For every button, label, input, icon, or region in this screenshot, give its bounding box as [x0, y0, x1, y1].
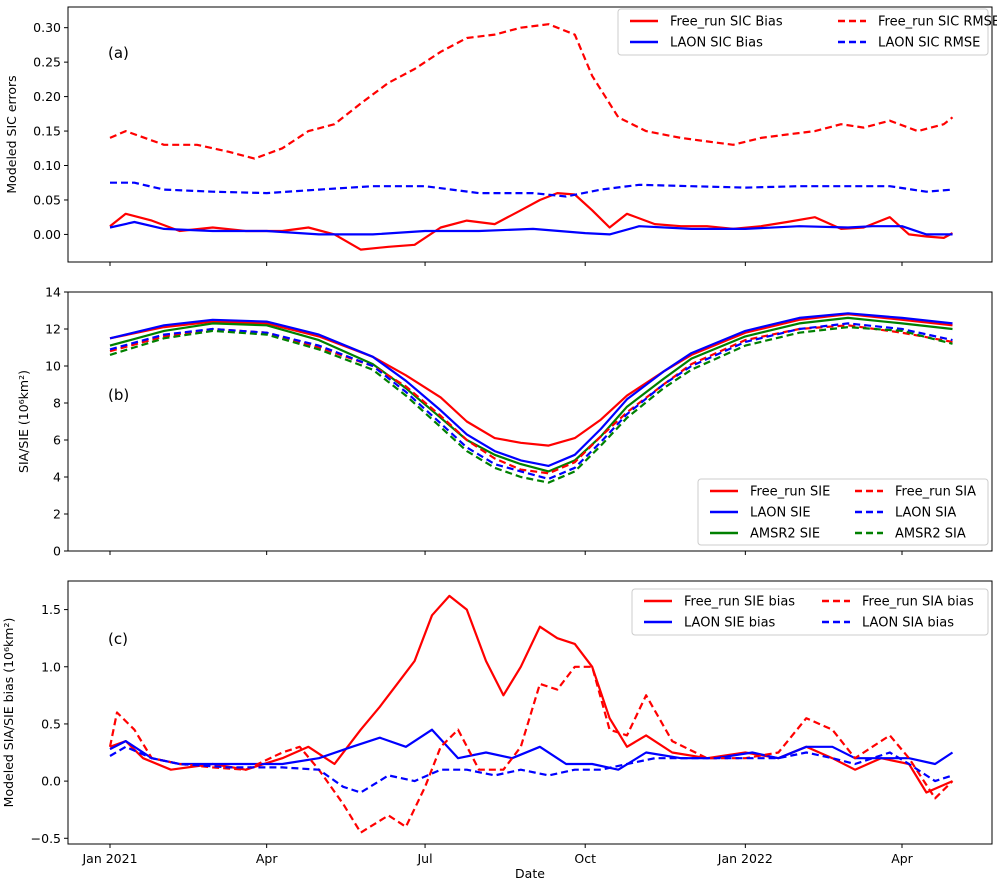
series-line-laon-sia-bias — [109, 745, 953, 794]
y-tick-label: 8 — [53, 396, 61, 411]
legend: Free_run SIE bias LAON SIE bias Free_run S… — [631, 588, 989, 636]
legend-entry: LAON SIE bias — [684, 616, 776, 631]
series-line-laon-sic-rmse — [110, 181, 953, 198]
panel-label: (a) — [108, 44, 129, 62]
series-group — [108, 594, 954, 834]
legend-entry: Free_run SIC Bias — [670, 15, 783, 30]
legend-entry: LAON SIA — [895, 506, 956, 521]
y-tick-label: 1.5 — [41, 602, 61, 617]
y-tick-label: 0.0 — [41, 774, 61, 789]
legend-entry: Free_run SIC RMSE — [878, 15, 997, 30]
series-line-free-run-sic-rmse — [109, 23, 954, 160]
legend-entry: LAON SIA bias — [862, 616, 954, 631]
y-axis-label: Modeled SIC errors — [4, 75, 19, 193]
series-line-free-run-sic-bias — [109, 192, 954, 251]
x-tick-label: Jan 2022 — [717, 851, 773, 866]
y-tick-label: 10 — [45, 359, 61, 374]
y-tick-label: 12 — [45, 322, 61, 337]
legend-entry: Free_run SIA — [895, 485, 976, 500]
legend-entry: LAON SIC Bias — [670, 36, 763, 51]
panel-label: (c) — [108, 630, 128, 648]
y-tick-label: 6 — [53, 433, 61, 448]
series-line-free-run-sia — [109, 324, 953, 475]
x-axis-label: Date — [515, 866, 545, 881]
y-tick-label: 1.0 — [41, 659, 61, 674]
y-tick-label: 0.25 — [33, 55, 61, 70]
legend-entry: Free_run SIE — [750, 485, 830, 500]
series-line-laon-sic-bias — [109, 220, 953, 236]
panel-label: (b) — [108, 386, 129, 404]
series-line-free-run-sie — [109, 313, 953, 447]
panel-b: 0 2 4 6 8 10 12 14 (b) SIA/SIE (10⁶km²) Free_run S… — [16, 285, 993, 559]
y-tick-label: 0.00 — [33, 227, 61, 242]
x-tick-label: Apr — [891, 851, 913, 866]
axes-frame — [67, 291, 993, 552]
legend-entry: LAON SIE — [750, 506, 811, 521]
series-line-free-run-sia-bias — [108, 665, 954, 834]
legend-box — [697, 478, 989, 546]
series-line-amsr2-sia — [109, 326, 953, 484]
legend-box — [631, 588, 989, 636]
y-tick-label: 2 — [53, 507, 61, 522]
y-tick-label: 0.30 — [33, 20, 61, 35]
series-group — [109, 312, 953, 484]
y-tick-label: 14 — [45, 285, 61, 300]
legend-entry: LAON SIC RMSE — [878, 36, 980, 51]
series-line-laon-sie-bias — [109, 728, 954, 771]
series-line-amsr2-sie — [109, 316, 953, 473]
y-tick-label: −0.5 — [31, 831, 61, 846]
legend: Free_run SIC Bias LAON SIC Bias Free_run S… — [617, 8, 997, 56]
legend-entry: Free_run SIE bias — [684, 595, 795, 610]
series-group — [109, 23, 954, 251]
y-tick-label: 0 — [53, 544, 61, 559]
legend: Free_run SIE LAON SIE AMSR2 SIE Free_run SI… — [697, 478, 989, 546]
axes-frame — [67, 580, 993, 845]
legend-entry: Free_run SIA bias — [862, 595, 974, 610]
y-tick-label: 0.15 — [33, 124, 61, 139]
x-tick-label: Apr — [256, 851, 278, 866]
y-tick-label: 0.10 — [33, 158, 61, 173]
y-axis-label: SIA/SIE (10⁶km²) — [16, 370, 31, 473]
legend-entry: AMSR2 SIA — [895, 527, 966, 542]
panel-c: −0.5 0.0 0.5 1.0 1.5 Jan 2021 Apr Jul Oct Jan 202… — [1, 580, 993, 866]
y-tick-label: 4 — [53, 470, 61, 485]
x-tick-label: Oct — [574, 851, 596, 866]
series-line-laon-sie — [109, 312, 953, 467]
legend-entry: AMSR2 SIE — [750, 527, 820, 542]
panel-a: 0.00 0.05 0.10 0.15 0.20 0.25 0.30 (a) Modeled S… — [4, 6, 997, 266]
x-tick-label: Jan 2021 — [81, 851, 137, 866]
y-axis-label: Modeled SIA/SIE bias (10⁶km²) — [1, 618, 16, 808]
legend-box — [617, 8, 989, 56]
series-line-laon-sia — [109, 322, 953, 480]
y-tick-label: 0.20 — [33, 89, 61, 104]
y-tick-label: 0.05 — [33, 192, 61, 207]
axes-frame — [67, 6, 993, 263]
x-tick-label: Jul — [417, 851, 433, 866]
y-tick-label: 0.5 — [41, 716, 61, 731]
